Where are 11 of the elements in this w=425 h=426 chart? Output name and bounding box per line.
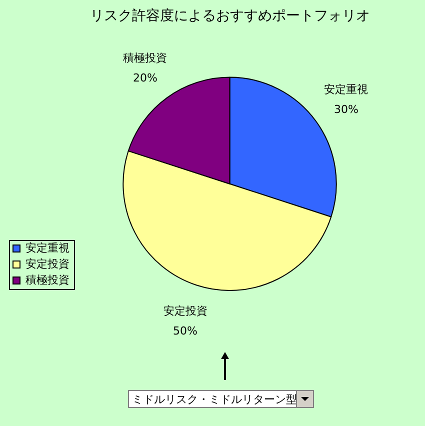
legend-label: 安定投資 [26,257,70,270]
dropdown-field: ミドルリスク・ミドルリターン型 [128,390,314,408]
slice-label: 安定投資 [163,304,208,318]
chart-title: リスク許容度によるおすすめポートフォリオ [90,8,370,24]
slice-label: 積極投資 [123,51,168,64]
slice-label: 安定重視 [324,83,368,96]
legend-label: 積極投資 [26,273,70,286]
data-label: 20% [132,71,158,84]
data-label: 50% [173,324,198,338]
legend-label: 安定重視 [26,241,70,254]
data-label: 30% [334,103,358,116]
